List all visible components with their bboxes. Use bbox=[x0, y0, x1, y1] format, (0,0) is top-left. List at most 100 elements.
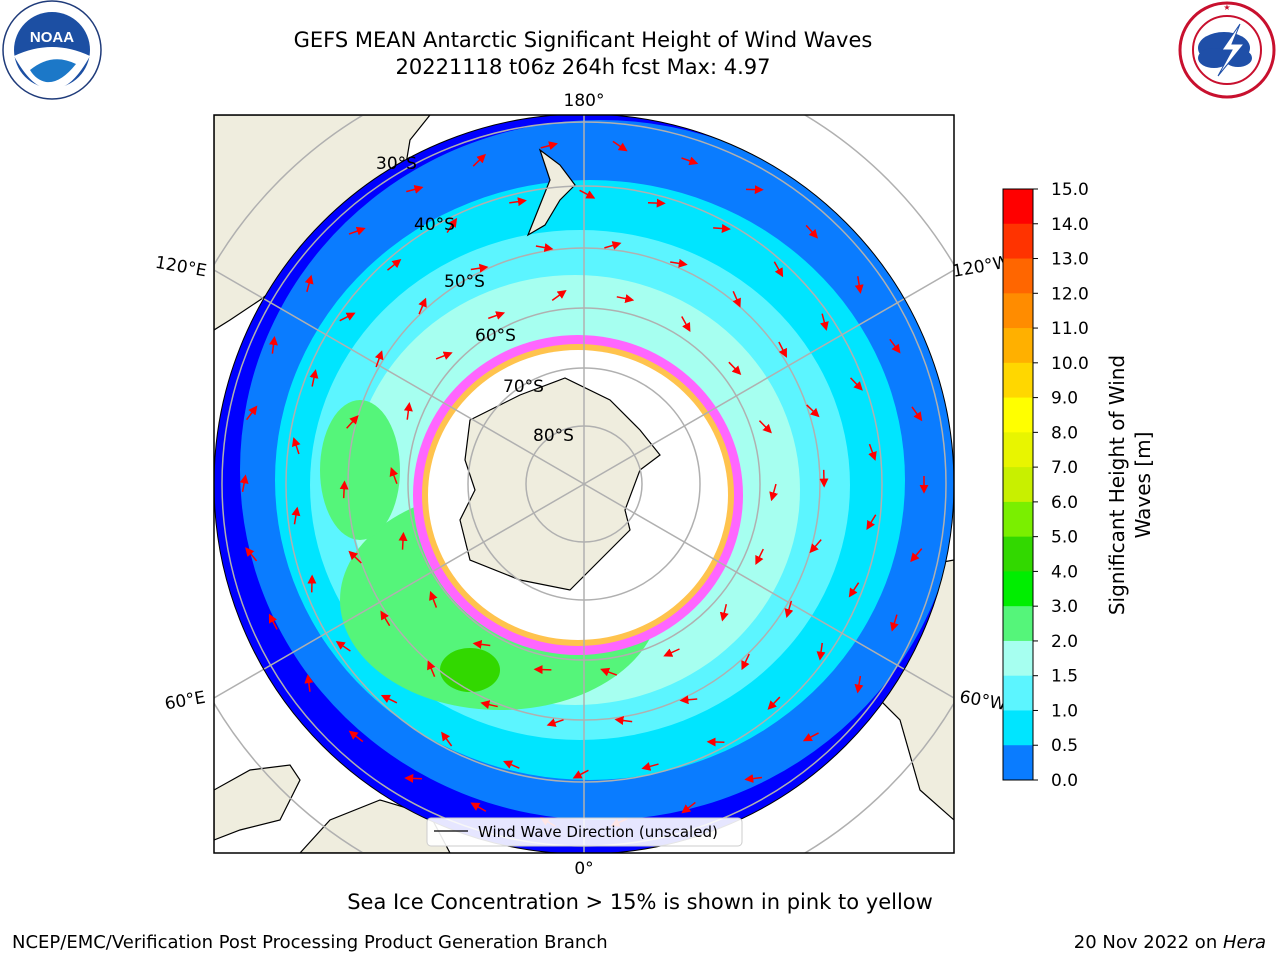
wind-wave-arrow bbox=[398, 531, 408, 550]
colorbar-tick-label: 2.0 bbox=[1051, 632, 1078, 652]
wind-wave-arrow bbox=[245, 405, 258, 421]
wind-wave-arrow bbox=[612, 140, 628, 152]
wind-wave-arrow bbox=[403, 402, 413, 420]
wind-wave-arrow bbox=[614, 716, 633, 725]
wind-wave-arrow bbox=[269, 335, 278, 354]
noaa-logo: NOAA bbox=[2, 0, 102, 100]
colorbar-segment bbox=[1003, 328, 1033, 364]
wind-wave-arrow bbox=[604, 241, 622, 250]
wind-wave-arrow bbox=[472, 639, 491, 649]
colorbar-tick-label: 15.0 bbox=[1051, 180, 1089, 200]
wind-wave-arrow bbox=[348, 550, 362, 564]
wind-wave-arrow bbox=[848, 582, 860, 598]
footer-date: 20 Nov 2022 on bbox=[1073, 932, 1223, 953]
wind-wave-arrow bbox=[600, 667, 618, 677]
wind-wave-arrow bbox=[488, 311, 506, 320]
wind-wave-arrow bbox=[681, 316, 691, 333]
lat-label-40s: 40°S bbox=[414, 215, 455, 235]
colorbar-tick-label: 9.0 bbox=[1051, 389, 1078, 409]
colorbar-tick-label: 12.0 bbox=[1051, 284, 1089, 304]
wind-wave-arrow bbox=[681, 801, 696, 814]
wind-wave-arrow bbox=[767, 696, 781, 710]
svg-text:★: ★ bbox=[1223, 3, 1230, 12]
wind-wave-arrow bbox=[335, 641, 351, 652]
wind-wave-arrow bbox=[850, 377, 863, 391]
lon-label-60e: 60°E bbox=[163, 688, 207, 715]
antarctica-landmass bbox=[459, 377, 661, 591]
wind-wave-arrow bbox=[441, 731, 453, 747]
wind-wave-arrow bbox=[429, 590, 438, 608]
wind-wave-arrow bbox=[380, 694, 398, 704]
legend-label: Wind Wave Direction (unscaled) bbox=[478, 823, 718, 841]
wind-wave-arrow bbox=[348, 730, 364, 743]
wind-wave-arrow bbox=[339, 312, 356, 322]
wind-wave-arrow bbox=[291, 506, 301, 525]
lat-label-30s: 30°S bbox=[376, 154, 417, 174]
wind-wave-arrow bbox=[304, 274, 314, 293]
lon-label-180: 180° bbox=[564, 91, 605, 111]
colorbar-segment bbox=[1003, 675, 1033, 711]
wind-wave-arrow bbox=[728, 361, 742, 375]
lat-label-60s: 60°S bbox=[475, 326, 516, 346]
colorbar-tick-label: 7.0 bbox=[1051, 458, 1078, 478]
colorbar-segment bbox=[1003, 745, 1033, 781]
colorbar-tick-label: 10.0 bbox=[1051, 354, 1089, 374]
wind-wave-arrow bbox=[418, 297, 427, 315]
wind-wave-arrow bbox=[374, 350, 384, 368]
africa-landmass bbox=[214, 764, 301, 841]
chart-title-line1: GEFS MEAN Antarctic Significant Height o… bbox=[293, 28, 873, 52]
wind-wave-arrow bbox=[480, 700, 498, 710]
wind-wave-arrow bbox=[245, 547, 258, 562]
wind-wave-arrow bbox=[616, 294, 635, 303]
colorbar-tick-label: 0.0 bbox=[1051, 771, 1078, 791]
wind-wave-arrow bbox=[854, 675, 864, 694]
wind-wave-arrow bbox=[816, 642, 826, 661]
wind-wave-arrow bbox=[535, 243, 554, 252]
wind-wave-direction-arrows bbox=[239, 140, 929, 827]
wind-wave-arrow bbox=[866, 514, 877, 530]
wind-wave-arrow bbox=[472, 153, 486, 167]
colorbar-tick-label: 13.0 bbox=[1051, 250, 1089, 270]
chart-title-line2: 20221118 t06z 264h fcst Max: 4.97 bbox=[395, 55, 771, 79]
wind-wave-arrow bbox=[868, 443, 877, 461]
lon-label-120w: 120°W bbox=[951, 252, 1012, 282]
wind-wave-arrow bbox=[348, 226, 366, 236]
wind-wave-arrow bbox=[769, 483, 778, 502]
wind-wave-arrow bbox=[389, 467, 399, 485]
colorbar-segment bbox=[1003, 501, 1033, 538]
wind-wave-arrow bbox=[435, 351, 453, 360]
wind-wave-arrow bbox=[732, 291, 741, 308]
wind-wave-arrow bbox=[889, 338, 901, 354]
lat-label-50s: 50°S bbox=[444, 272, 485, 292]
colorbar-border bbox=[1002, 188, 1034, 781]
wind-wave-arrow bbox=[641, 762, 659, 771]
wind-wave-arrow bbox=[404, 773, 423, 783]
colorbar-segment bbox=[1003, 397, 1033, 433]
map-legend: Wind Wave Direction (unscaled) bbox=[426, 817, 743, 847]
colorbar-segment bbox=[1003, 432, 1033, 468]
colorbar-segment bbox=[1003, 606, 1033, 642]
wind-wave-arrow bbox=[427, 660, 436, 678]
colorbar-tick-label: 0.5 bbox=[1051, 736, 1078, 756]
wind-wave-arrow bbox=[579, 189, 596, 199]
wind-wave-arrow bbox=[291, 437, 301, 455]
colorbar-segment bbox=[1003, 467, 1033, 503]
wind-wave-arrow bbox=[890, 614, 899, 632]
lon-label-120e: 120°E bbox=[154, 253, 208, 282]
wind-wave-arrow bbox=[809, 539, 822, 554]
wind-wave-arrow bbox=[755, 548, 764, 566]
wind-wave-arrow bbox=[268, 613, 278, 630]
wind-wave-arrow bbox=[309, 369, 319, 387]
wind-wave-arrow bbox=[713, 224, 731, 234]
colorbar-segment bbox=[1003, 293, 1033, 329]
wind-wave-arrow bbox=[470, 802, 487, 812]
wind-wave-arrow bbox=[778, 341, 787, 358]
wind-wave-arrow bbox=[784, 600, 794, 618]
wind-wave-arrow bbox=[546, 718, 564, 727]
colorbar-segment bbox=[1003, 258, 1033, 294]
graticule bbox=[214, 115, 954, 853]
wind-wave-arrow bbox=[503, 760, 520, 769]
lat-label-80s: 80°S bbox=[533, 426, 574, 446]
wind-wave-arrow bbox=[647, 198, 666, 208]
